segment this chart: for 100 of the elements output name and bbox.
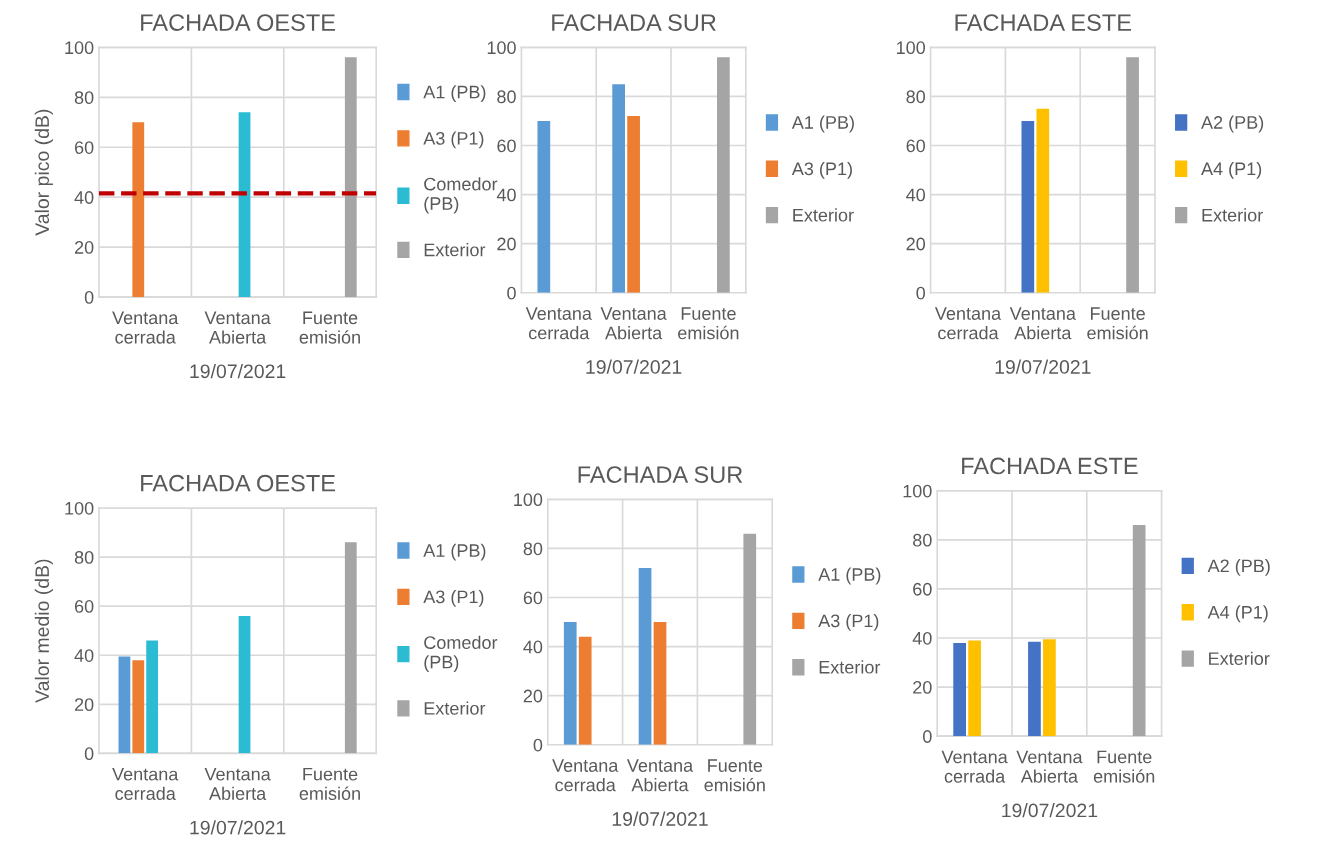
y-tick-label: 80 xyxy=(906,90,926,104)
y-tick-label: 20 xyxy=(523,689,543,703)
y-tick-label: 80 xyxy=(74,551,94,564)
x-tick-label: Ventana Abierta xyxy=(600,307,667,340)
chart-title: FACHADA SUR xyxy=(552,14,716,31)
y-tick-label: 0 xyxy=(84,747,94,761)
legend-label: Exterior xyxy=(424,701,486,715)
x-tick-label: Fuente emisión xyxy=(678,307,739,340)
legend-label: Exterior xyxy=(1202,208,1263,222)
x-tick-label: Fuente emisión xyxy=(299,767,360,800)
legend-label: A3 (P1) xyxy=(423,590,484,607)
y-tick-label: 20 xyxy=(906,237,926,251)
bar xyxy=(743,533,757,745)
chart-title: FACHADA ESTE xyxy=(955,14,1132,31)
x-axis-title: 19/07/2021 xyxy=(1002,802,1098,818)
legend-label: A2 (PB) xyxy=(1201,115,1264,133)
x-axis-title: 19/07/2021 xyxy=(995,359,1091,374)
x-tick-label: Fuente emisión xyxy=(704,759,765,792)
y-tick-label: 100 xyxy=(65,41,94,55)
y-tick-label: 40 xyxy=(74,649,94,662)
y-tick-label: 100 xyxy=(65,501,94,515)
y-tick-label: 80 xyxy=(523,542,543,556)
x-tick-label: Ventana cerrada xyxy=(941,750,1008,783)
y-tick-label: 80 xyxy=(497,90,516,104)
x-tick-label: Fuente emisión xyxy=(1087,307,1148,340)
y-tick-label: 40 xyxy=(496,188,516,202)
bar xyxy=(1028,641,1041,737)
y-tick-label: 0 xyxy=(84,290,94,304)
chart-title: FACHADA SUR xyxy=(578,466,743,483)
y-tick-label: 60 xyxy=(906,139,926,153)
legend-label: A3 (P1) xyxy=(791,161,852,179)
y-tick-label: 40 xyxy=(906,188,926,202)
x-tick-label: Ventana Abierta xyxy=(204,311,271,344)
bar xyxy=(638,568,652,745)
y-tick-label: 60 xyxy=(74,141,94,154)
x-tick-label: Ventana cerrada xyxy=(112,311,179,344)
bar xyxy=(717,57,730,293)
legend-label: Exterior xyxy=(819,660,881,674)
x-axis-title: 19/07/2021 xyxy=(190,363,286,379)
bar xyxy=(563,622,577,745)
legend-label: A3 (P1) xyxy=(423,131,484,149)
y-tick-label: 60 xyxy=(497,139,516,153)
bar xyxy=(968,640,981,737)
y-tick-label: 40 xyxy=(74,191,94,204)
chart-title: FACHADA OESTE xyxy=(141,474,335,492)
bar xyxy=(132,660,145,754)
y-axis-title: Valor medio (dB) xyxy=(34,559,53,703)
legend-label: A2 (PB) xyxy=(1207,559,1270,576)
y-tick-label: 20 xyxy=(74,698,94,712)
y-tick-label: 0 xyxy=(533,738,543,752)
chart-title: FACHADA ESTE xyxy=(962,457,1138,475)
y-tick-label: 80 xyxy=(913,533,932,547)
y-tick-label: 100 xyxy=(487,41,516,55)
y-axis-title: Valor pico (dB) xyxy=(34,109,53,236)
y-tick-label: 60 xyxy=(913,582,932,596)
y-tick-label: 60 xyxy=(523,591,543,605)
bar xyxy=(146,640,159,754)
y-tick-label: 40 xyxy=(912,631,932,645)
x-axis-title: 19/07/2021 xyxy=(586,359,682,374)
y-tick-label: 20 xyxy=(913,681,932,694)
y-tick-label: 80 xyxy=(74,91,94,105)
x-tick-label: Fuente emisión xyxy=(1093,750,1155,783)
bar xyxy=(238,615,251,754)
x-axis-title: 19/07/2021 xyxy=(612,811,708,826)
y-tick-label: 60 xyxy=(74,600,94,613)
legend-label: Comedor (PB) xyxy=(424,635,498,672)
legend-label: A4 (P1) xyxy=(1201,161,1262,179)
x-tick-label: Ventana cerrada xyxy=(525,307,592,340)
y-tick-label: 0 xyxy=(507,286,516,300)
x-tick-label: Ventana Abierta xyxy=(204,767,271,800)
bar xyxy=(1132,525,1146,737)
x-tick-label: Ventana cerrada xyxy=(552,759,619,792)
x-tick-label: Ventana Abierta xyxy=(1016,750,1083,783)
x-tick-label: Ventana Abierta xyxy=(626,759,694,792)
x-tick-label: Ventana Abierta xyxy=(1009,307,1076,340)
legend-label: Exterior xyxy=(1209,651,1270,665)
legend-label: Exterior xyxy=(793,208,854,222)
y-tick-label: 100 xyxy=(903,484,932,498)
legend-label: A3 (P1) xyxy=(818,613,879,631)
legend-label: A4 (P1) xyxy=(1207,605,1268,623)
chart-title: FACHADA OESTE xyxy=(141,14,335,31)
legend-label: A1 (PB) xyxy=(818,567,881,585)
legend-label: A1 (PB) xyxy=(423,543,486,561)
x-tick-label: Ventana cerrada xyxy=(934,307,1002,340)
bar xyxy=(612,84,625,293)
bar xyxy=(953,642,966,737)
y-tick-label: 0 xyxy=(916,286,926,300)
y-tick-label: 20 xyxy=(497,237,516,251)
y-tick-label: 100 xyxy=(896,41,926,55)
y-tick-label: 100 xyxy=(514,493,543,507)
x-axis-title: 19/07/2021 xyxy=(190,820,286,835)
bar xyxy=(653,622,667,745)
y-tick-label: 40 xyxy=(523,640,543,654)
y-tick-label: 20 xyxy=(74,241,94,254)
legend-label: A1 (PB) xyxy=(791,115,854,133)
legend-label: Comedor (PB) xyxy=(424,177,498,214)
legend-label: Exterior xyxy=(424,243,486,257)
bar xyxy=(578,636,592,745)
y-tick-label: 0 xyxy=(923,730,932,743)
bar xyxy=(1043,639,1056,737)
